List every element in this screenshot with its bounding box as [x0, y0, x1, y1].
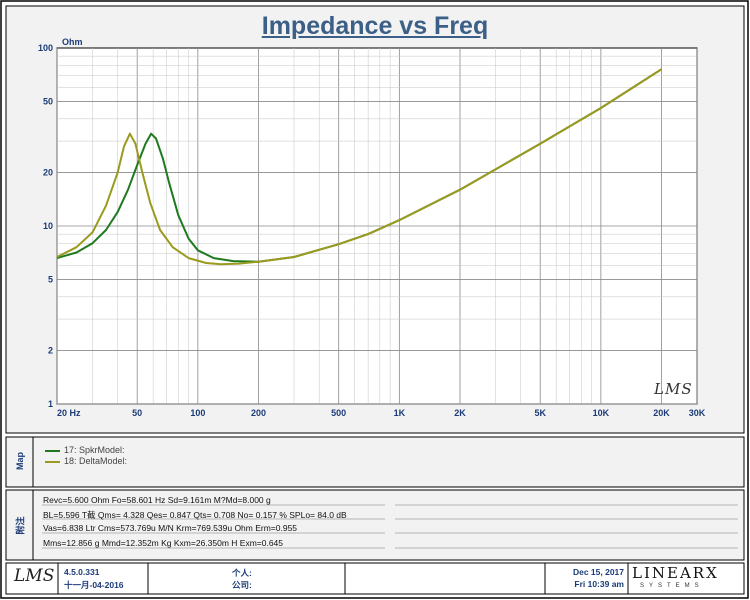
param-line-1: Revc=5.600 Ohm Fo=58.601 Hz Sd=9.161m M?…	[43, 495, 271, 505]
param-line-3: Vas=6.838 Ltr Cms=573.769u M/N Krm=769.5…	[43, 523, 298, 533]
param-underlines	[42, 504, 738, 549]
x-tick-label: 2K	[454, 408, 466, 418]
y-tick-label: 50	[43, 97, 53, 107]
x-tick-label: 20K	[653, 408, 670, 418]
y-unit-label: Ohm	[62, 37, 83, 47]
footer-panel	[5, 562, 745, 595]
x-tick-label: 500	[331, 408, 346, 418]
param-line-2: BL=5.596 T截 Qms= 4.328 Qes= 0.847 Qts= 0…	[43, 510, 347, 520]
map-label: Map	[15, 452, 25, 470]
legend-item-delta: 18: DeltaModel:	[64, 456, 128, 466]
lms-watermark: LMS	[654, 380, 693, 398]
linearx-logo: LINEARX	[632, 564, 719, 582]
person-label: 个人:	[232, 568, 252, 578]
company-label: 公司:	[232, 580, 252, 590]
x-tick-label: 10K	[593, 408, 610, 418]
axis-ticks: 20 Hz 50 100 200 500 1K 2K 5K 10K 20K 30K 1 2 5 10 20 50…	[38, 43, 706, 418]
x-tick-label: 100	[190, 408, 205, 418]
map-panel	[5, 436, 745, 488]
report-date: Dec 15, 2017	[572, 567, 624, 577]
y-tick-label: 1	[48, 399, 53, 409]
x-tick-label: 50	[132, 408, 142, 418]
x-tick-label: 20 Hz	[57, 408, 81, 418]
build-date-label: 十一月-04-2016	[64, 580, 124, 590]
notes-label: 附注	[15, 516, 26, 535]
y-tick-label: 20	[43, 167, 53, 177]
legend-item-spkr: 17: SpkrModel:	[64, 445, 125, 455]
series-line-delta-model	[56, 68, 663, 266]
y-tick-label: 5	[48, 275, 53, 285]
chart-title: Impedance vs Freq	[261, 12, 489, 40]
param-line-4: Mms=12.856 g Mmd=12.352m Kg Kxm=26.350m …	[43, 538, 284, 548]
x-tick-label: 1K	[394, 408, 406, 418]
y-tick-label: 10	[43, 221, 53, 231]
x-tick-label: 30K	[689, 408, 706, 418]
linearx-logo-sub: SYSTEMS	[640, 583, 704, 589]
x-tick-label: 200	[251, 408, 266, 418]
notes-panel	[5, 489, 745, 561]
y-tick-label: 2	[48, 345, 53, 355]
x-tick-label: 5K	[534, 408, 546, 418]
plot-grid	[56, 48, 698, 405]
impedance-curves	[56, 68, 663, 266]
version-label: 4.5.0.331	[64, 567, 100, 577]
report-time: Fri 10:39 am	[574, 579, 624, 589]
lms-logo: LMS	[14, 566, 55, 586]
y-tick-label: 100	[38, 43, 53, 53]
